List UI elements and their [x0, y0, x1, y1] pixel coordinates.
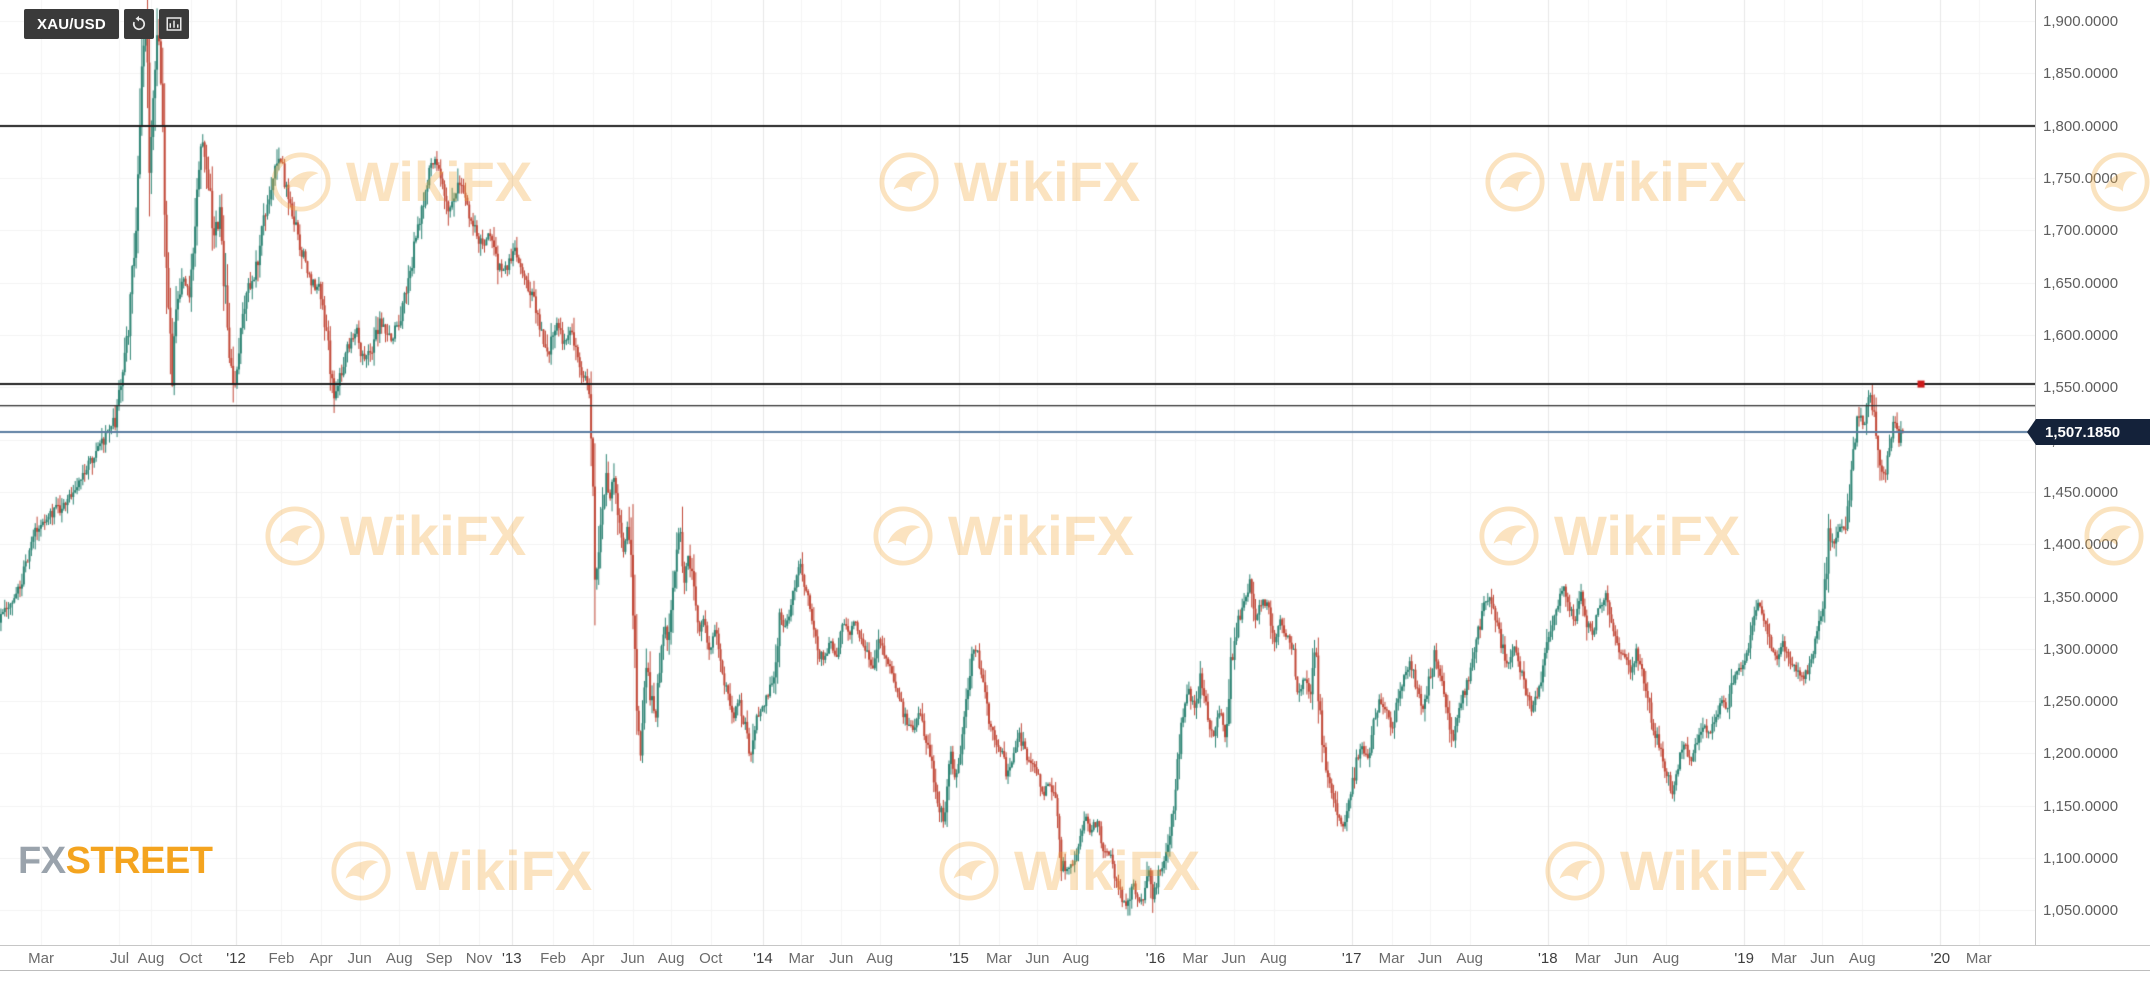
chart-toolbar: XAU/USD [24, 9, 189, 39]
symbol-badge: XAU/USD [24, 9, 119, 39]
time-tick-month-label: Sep [425, 950, 453, 967]
time-tick-month-label: Jun [1025, 950, 1050, 967]
time-tick-month-label: Mar [986, 950, 1012, 967]
time-tick-year-label: '15 [949, 950, 969, 967]
time-tick-year-label: '16 [1145, 950, 1166, 967]
time-tick-year-label: '13 [502, 950, 522, 967]
price-tick-label: 1,850.0000 [2043, 65, 2119, 83]
price-tick-label: 1,150.0000 [2043, 797, 2119, 815]
price-tick-label: 1,550.0000 [2043, 379, 2119, 397]
price-tick-label: 1,300.0000 [2043, 640, 2119, 658]
price-tick-label: 1,250.0000 [2043, 693, 2119, 711]
time-axis[interactable]: Mar Jul Aug Oct '12 Feb Apr Jun Aug Sep Nov '13 Feb A… [0, 945, 2150, 971]
price-tick-label: 1,800.0000 [2043, 117, 2119, 135]
time-tick-month-label: Aug [137, 950, 165, 967]
fxstreet-logo: FXSTREET [18, 840, 213, 882]
refresh-button[interactable] [123, 9, 154, 39]
time-tick-year-label: '18 [1538, 950, 1558, 967]
time-tick-month-label: Jun [1221, 950, 1246, 967]
time-tick-month-label: Apr [581, 950, 605, 967]
price-tick-label: 1,350.0000 [2043, 588, 2119, 606]
plot-area: XAU/USD FXSTREET [0, 0, 2035, 945]
chart-layout-icon [165, 15, 183, 33]
time-tick-month-label: Jun [347, 950, 372, 967]
price-tick-label: 1,600.0000 [2043, 326, 2119, 344]
price-tick-label: 1,750.0000 [2043, 169, 2119, 187]
time-tick-month-label: Jun [620, 950, 645, 967]
time-tick-month-label: Aug [385, 950, 413, 967]
time-tick-month-label: Jun [1614, 950, 1639, 967]
price-tick-label: 1,200.0000 [2043, 745, 2119, 763]
time-tick-month-label: Mar [788, 950, 815, 967]
time-tick-year-label: '14 [753, 950, 773, 967]
time-tick-month-label: Aug [1260, 950, 1287, 967]
price-badge-arrow [2027, 419, 2036, 446]
time-tick-month-label: Feb [540, 950, 567, 967]
price-tick-label: 1,650.0000 [2043, 274, 2119, 292]
price-tick-label: 1,700.0000 [2043, 222, 2119, 240]
time-tick-year-label: '19 [1734, 950, 1754, 967]
fxstreet-logo-street: STREET [65, 840, 213, 882]
price-tick-label: 1,900.0000 [2043, 12, 2119, 30]
price-axis[interactable]: 1,507.1850 1,900.0000 1,850.0000 1,800.000… [2027, 0, 2150, 945]
time-tick-month-label: Mar [1965, 950, 1992, 967]
price-tick-label: 1,450.0000 [2043, 483, 2119, 501]
time-tick-month-label: Apr [309, 950, 333, 967]
refresh-icon [130, 15, 148, 33]
time-tick-month-label: Aug [1062, 950, 1090, 967]
time-tick-month-label: Mar [1182, 950, 1209, 967]
time-tick-month-label: Mar [1574, 950, 1601, 967]
time-tick-month-label: Aug [1456, 950, 1484, 967]
fxstreet-logo-fx: FX [18, 840, 66, 882]
time-tick-month-label: Aug [866, 950, 894, 967]
time-tick-month-label: Mar [1378, 950, 1405, 967]
time-tick-month-label: Jun [1417, 950, 1443, 967]
time-tick-month-label: Oct [699, 950, 723, 967]
time-tick-year-label: '17 [1341, 950, 1362, 967]
time-tick-month-label: Aug [1652, 950, 1680, 967]
current-price-value: 1,507.1850 [2045, 423, 2121, 441]
time-tick-month-label: Aug [657, 950, 685, 967]
time-tick-month-label: Aug [1848, 950, 1876, 967]
time-tick-year-label: '12 [226, 950, 246, 967]
time-tick-month-label: Feb [268, 950, 295, 967]
chart-tools-button[interactable] [158, 9, 189, 39]
price-tick-label: 1,100.0000 [2043, 850, 2119, 868]
price-tick-label: 1,050.0000 [2043, 902, 2119, 920]
price-tick-label: 1,400.0000 [2043, 536, 2119, 554]
time-tick-month-label: Jun [1810, 950, 1835, 967]
current-price-badge: 1,507.1850 [2027, 419, 2150, 446]
time-tick-month-label: Mar [1770, 950, 1797, 967]
time-tick-month-label: Oct [179, 950, 203, 967]
time-tick-month-label: Jul [109, 950, 130, 967]
time-tick-month-label: Nov [465, 950, 493, 967]
time-tick-month-label: Jun [829, 950, 854, 967]
time-tick-year-label: '20 [1930, 950, 1951, 967]
time-tick-month-label: Mar [28, 950, 55, 967]
candlestick-chart[interactable] [0, 0, 2035, 945]
